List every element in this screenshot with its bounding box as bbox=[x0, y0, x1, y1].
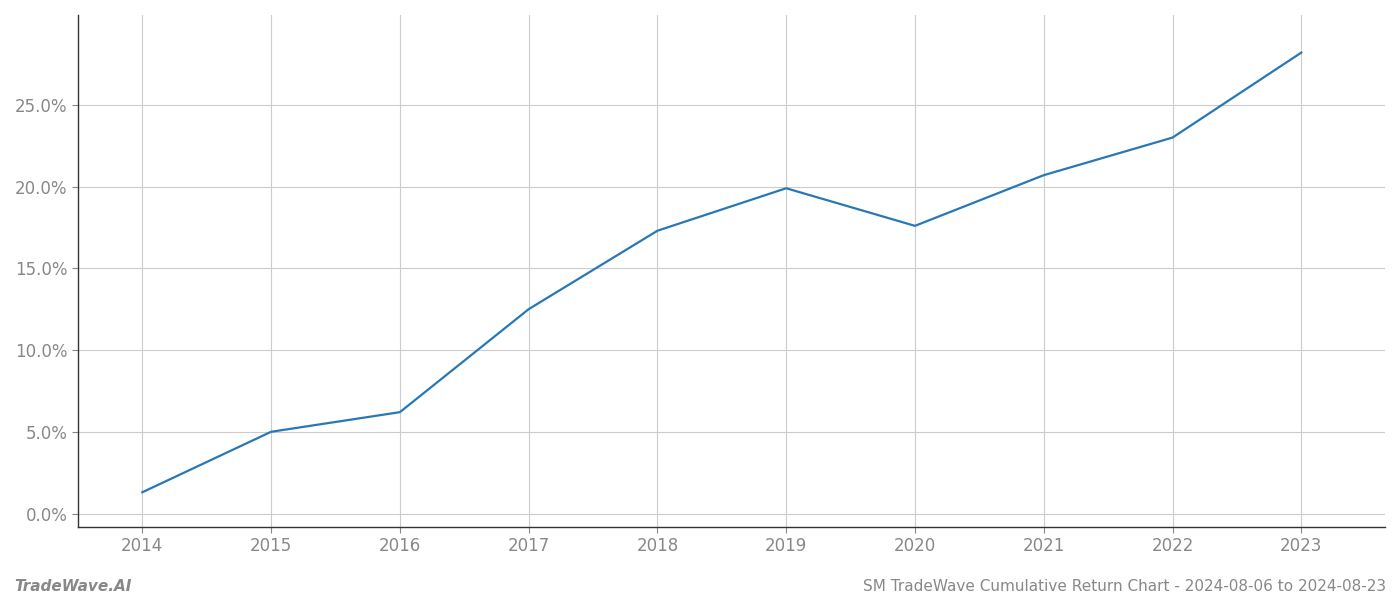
Text: SM TradeWave Cumulative Return Chart - 2024-08-06 to 2024-08-23: SM TradeWave Cumulative Return Chart - 2… bbox=[862, 579, 1386, 594]
Text: TradeWave.AI: TradeWave.AI bbox=[14, 579, 132, 594]
